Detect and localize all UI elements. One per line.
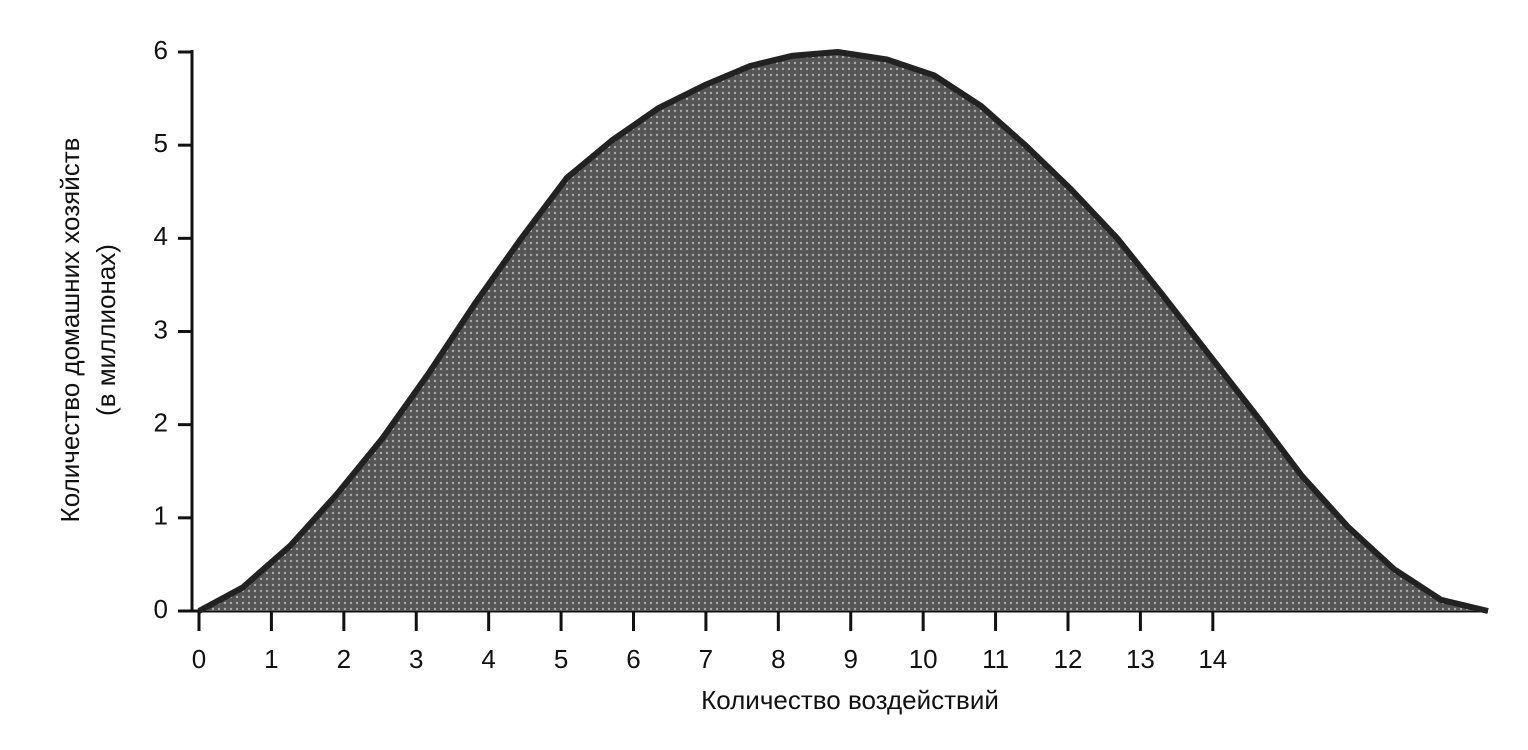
y-tick-label: 4: [154, 221, 168, 251]
y-axis-label-line: Количество домашних хозяйств: [55, 138, 85, 523]
y-tick-label: 2: [154, 408, 168, 438]
x-tick-label: 1: [264, 644, 278, 674]
x-tick-label: 10: [909, 644, 938, 674]
line: [197, 49, 1489, 614]
y-tick-label: 6: [154, 35, 168, 65]
y-tick-label: 5: [154, 128, 168, 158]
x-tick-label: 5: [554, 644, 568, 674]
x-tick-label: 4: [481, 644, 495, 674]
x-tick-label: 6: [626, 644, 640, 674]
y-axis-label: Количество домашних хозяйств (в миллиона…: [55, 138, 121, 523]
area: [199, 52, 1488, 611]
x-tick-label: 13: [1126, 644, 1155, 674]
x-tick-label: 12: [1054, 644, 1083, 674]
x-tick-label: 9: [844, 644, 858, 674]
x-tick-label: 11: [982, 644, 1009, 674]
x-axis-label: Количество воздействий: [701, 685, 999, 715]
y-tick-label: 1: [154, 501, 168, 531]
y-tick-label: 3: [154, 314, 168, 344]
x-tick-label: 3: [409, 644, 423, 674]
x-tick-label: 7: [699, 644, 713, 674]
x-tick-label: 8: [771, 644, 785, 674]
y-tick-label: 0: [154, 594, 168, 624]
x-tick-label: 2: [337, 644, 351, 674]
y-axis-label-line: (в миллионах): [91, 244, 121, 416]
x-tick-label: 14: [1198, 644, 1227, 674]
x-tick-label: 0: [192, 644, 206, 674]
